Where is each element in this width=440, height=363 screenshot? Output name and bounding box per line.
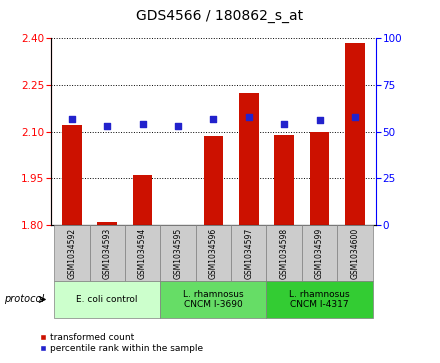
Text: GDS4566 / 180862_s_at: GDS4566 / 180862_s_at bbox=[136, 9, 304, 23]
Bar bbox=[62, 125, 81, 225]
Point bbox=[139, 121, 146, 127]
Point bbox=[175, 123, 182, 129]
Text: GSM1034593: GSM1034593 bbox=[103, 228, 112, 279]
Bar bbox=[133, 175, 152, 225]
Bar bbox=[275, 135, 294, 225]
Text: GSM1034600: GSM1034600 bbox=[351, 228, 359, 279]
Point bbox=[316, 118, 323, 123]
Bar bbox=[98, 222, 117, 225]
Point bbox=[210, 115, 217, 121]
Text: L. rhamnosus
CNCM I-4317: L. rhamnosus CNCM I-4317 bbox=[289, 290, 350, 309]
Point bbox=[68, 115, 75, 121]
Text: GSM1034592: GSM1034592 bbox=[67, 228, 76, 279]
Text: GSM1034595: GSM1034595 bbox=[173, 228, 183, 279]
Text: E. coli control: E. coli control bbox=[77, 295, 138, 304]
Legend: transformed count, percentile rank within the sample: transformed count, percentile rank withi… bbox=[35, 330, 206, 357]
Bar bbox=[310, 131, 329, 225]
Text: GSM1034594: GSM1034594 bbox=[138, 228, 147, 279]
Text: protocol: protocol bbox=[4, 294, 44, 305]
Text: GSM1034598: GSM1034598 bbox=[280, 228, 289, 279]
Point bbox=[104, 123, 111, 129]
Text: GSM1034597: GSM1034597 bbox=[244, 228, 253, 279]
Bar bbox=[204, 136, 223, 225]
Point bbox=[245, 114, 252, 119]
Bar bbox=[345, 43, 365, 225]
Text: L. rhamnosus
CNCM I-3690: L. rhamnosus CNCM I-3690 bbox=[183, 290, 244, 309]
Text: GSM1034596: GSM1034596 bbox=[209, 228, 218, 279]
Point bbox=[281, 121, 288, 127]
Text: GSM1034599: GSM1034599 bbox=[315, 228, 324, 279]
Bar bbox=[239, 93, 259, 225]
Point bbox=[352, 114, 359, 119]
